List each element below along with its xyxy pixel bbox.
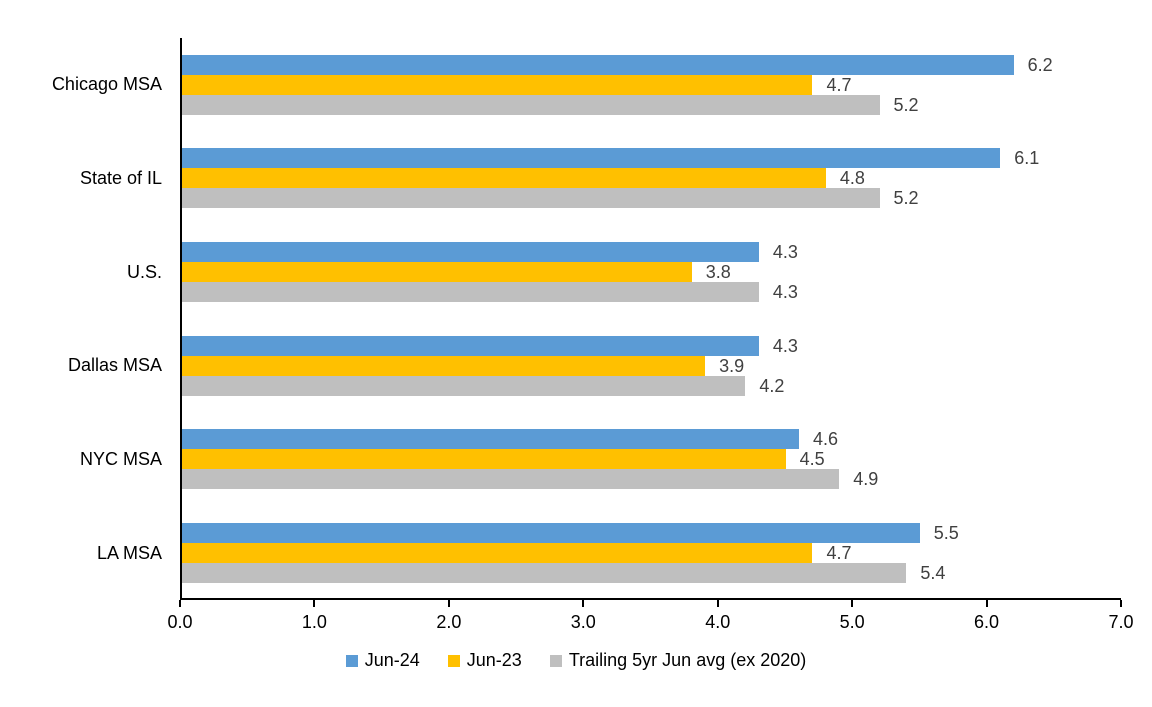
data-label: 4.3 [772,282,798,303]
bar-jun-24 [182,335,759,356]
bar-trailing-5yr-jun-avg-ex-2020 [182,282,759,303]
data-label: 6.2 [1027,54,1053,75]
bar-jun-24 [182,429,800,450]
data-label: 4.6 [813,429,839,450]
bar-group-chicago-msa: 6.2 4.7 5.2 [182,38,1121,132]
category-label-chicago-msa: Chicago MSA [51,74,162,95]
bar-jun-23 [182,355,706,376]
plot-area: 6.2 4.7 5.2 6.1 4.8 5.2 4.3 3.8 4.3 4.3 3.9 4.2 4.6 4… [180,38,1121,600]
bar-row: 5.2 [182,94,1121,115]
bar-group-state-of-il: 6.1 4.8 5.2 [182,132,1121,226]
bar-jun-24 [182,148,1001,169]
bar-row: 4.7 [182,74,1121,95]
data-label: 5.2 [893,94,919,115]
bar-jun-23 [182,168,826,189]
bar-row: 3.8 [182,262,1121,283]
bar-row: 4.3 [182,282,1121,303]
bar-jun-23 [182,74,813,95]
data-label: 5.2 [893,188,919,209]
bar-row: 5.2 [182,188,1121,209]
bar-jun-23 [182,543,813,564]
bar-group-la-msa: 5.5 4.7 5.4 [182,506,1121,600]
x-tick-label: 2.0 [436,612,462,632]
bar-row: 4.8 [182,168,1121,189]
data-label: 3.8 [705,262,731,283]
data-label: 6.1 [1014,148,1040,169]
data-label: 4.5 [799,449,825,470]
legend-swatch-icon [549,654,562,667]
data-label: 5.4 [920,563,946,584]
data-label: 4.3 [772,335,798,356]
data-label: 4.8 [839,168,865,189]
bar-group-nyc-msa: 4.6 4.5 4.9 [182,413,1121,507]
bar-row: 6.1 [182,148,1121,169]
x-axis: 0.0 1.0 2.0 3.0 4.0 5.0 6.0 7.0 [167,600,1134,640]
legend: Jun-24 Jun-23 Trailing 5yr Jun avg (ex 202… [0,650,1152,671]
data-label: 3.9 [719,355,745,376]
legend-item-jun-23: Jun-23 [447,650,522,671]
bar-row: 6.2 [182,54,1121,75]
bar-row: 5.4 [182,563,1121,584]
data-label: 4.9 [853,469,879,490]
x-tick-mark [985,600,988,607]
bar-jun-23 [182,262,692,283]
x-tick-label: 0.0 [167,612,193,632]
x-tick-label: 6.0 [974,612,1000,632]
x-tick-mark [582,600,585,607]
x-tick-label: 7.0 [1108,612,1134,632]
bar-row: 4.3 [182,242,1121,263]
bar-jun-24 [182,54,1014,75]
x-tick-label: 1.0 [301,612,327,632]
legend-item-jun-24: Jun-24 [345,650,420,671]
bar-jun-24 [182,242,759,263]
x-tick-mark [447,600,450,607]
bar-row: 4.3 [182,335,1121,356]
x-tick-mark [1120,600,1122,607]
x-tick-label: 4.0 [705,612,731,632]
data-label: 4.7 [826,543,852,564]
bar-group-u-s: 4.3 3.8 4.3 [182,225,1121,319]
x-tick-mark [716,600,719,607]
bar-row: 4.9 [182,469,1121,490]
bar-jun-24 [182,523,920,544]
bar-trailing-5yr-jun-avg-ex-2020 [182,188,880,209]
bar-row: 4.2 [182,375,1121,396]
data-label: 4.2 [759,375,785,396]
legend-label: Jun-23 [466,650,522,670]
legend-item-trailing-5yr-jun-avg-ex-2020: Trailing 5yr Jun avg (ex 2020) [549,650,807,671]
bar-row: 4.7 [182,543,1121,564]
bar-row: 3.9 [182,355,1121,376]
data-label: 5.5 [933,523,959,544]
legend-label: Jun-24 [364,650,420,670]
category-label-u-s: U.S. [126,261,162,282]
bar-group-dallas-msa: 4.3 3.9 4.2 [182,319,1121,413]
x-tick-mark [313,600,316,607]
x-tick-mark [179,600,181,607]
bar-trailing-5yr-jun-avg-ex-2020 [182,94,880,115]
bar-row: 4.5 [182,449,1121,470]
legend-label: Trailing 5yr Jun avg (ex 2020) [568,650,807,670]
data-label: 4.7 [826,74,852,95]
data-label: 4.3 [772,242,798,263]
x-tick-label: 3.0 [570,612,596,632]
bar-row: 5.5 [182,523,1121,544]
category-label-state-of-il: State of IL [79,167,162,188]
x-tick-mark [851,600,854,607]
y-axis-category-labels: Chicago MSA State of IL U.S. Dallas MSA NYC … [0,38,162,600]
bar-jun-23 [182,449,786,470]
bar-trailing-5yr-jun-avg-ex-2020 [182,469,840,490]
bar-trailing-5yr-jun-avg-ex-2020 [182,375,746,396]
category-label-nyc-msa: NYC MSA [79,448,162,469]
bar-trailing-5yr-jun-avg-ex-2020 [182,563,907,584]
bar-row: 4.6 [182,429,1121,450]
category-label-la-msa: LA MSA [96,542,162,563]
legend-swatch-icon [447,654,460,667]
category-label-dallas-msa: Dallas MSA [67,355,162,376]
x-tick-label: 5.0 [839,612,865,632]
legend-swatch-icon [345,654,358,667]
